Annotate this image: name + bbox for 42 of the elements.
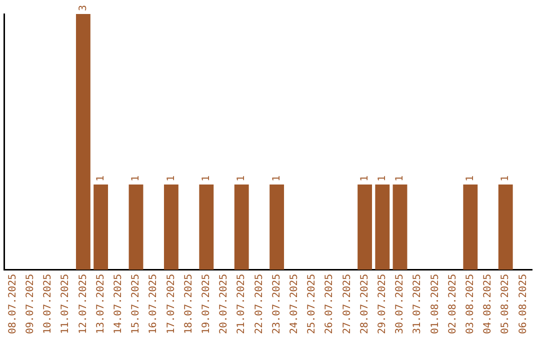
x-tick-label: 16.07.2025 bbox=[148, 274, 160, 334]
x-tick-label: 03.08.2025 bbox=[464, 274, 476, 334]
data-label: 1 bbox=[95, 176, 106, 182]
data-label: 3 bbox=[78, 4, 89, 11]
x-tick-label: 31.07.2025 bbox=[412, 274, 424, 334]
x-tick-label: 23.07.2025 bbox=[271, 274, 282, 334]
x-tick-label: 26.07.2025 bbox=[324, 274, 336, 334]
x-tick-label: 24.07.2025 bbox=[288, 274, 300, 334]
x-tick-label: 09.07.2025 bbox=[24, 274, 36, 334]
x-tick-label: 08.07.2025 bbox=[7, 274, 18, 334]
x-tick-label: 02.08.2025 bbox=[447, 274, 458, 334]
data-label: 1 bbox=[376, 176, 388, 182]
x-tick-label: 22.07.2025 bbox=[254, 274, 265, 334]
data-label: 1 bbox=[166, 176, 177, 182]
x-tick-label: 21.07.2025 bbox=[236, 274, 248, 334]
x-tick-label: 25.07.2025 bbox=[306, 274, 318, 334]
x-tick-label: 17.07.2025 bbox=[166, 274, 177, 334]
x-tick-label: 18.07.2025 bbox=[183, 274, 194, 334]
x-tick-label: 06.08.2025 bbox=[518, 274, 529, 334]
x-tick-label: 19.07.2025 bbox=[200, 274, 212, 334]
x-tick-label: 27.07.2025 bbox=[342, 274, 353, 334]
x-tick-label: 30.07.2025 bbox=[394, 274, 406, 334]
x-tick-label: 29.07.2025 bbox=[376, 274, 388, 334]
data-label: 1 bbox=[464, 176, 476, 182]
data-label: 1 bbox=[200, 176, 212, 182]
x-tick-label: 10.07.2025 bbox=[42, 274, 54, 334]
x-tick-label: 28.07.2025 bbox=[359, 274, 370, 334]
data-label: 1 bbox=[130, 176, 142, 182]
x-tick-label: 05.08.2025 bbox=[500, 274, 512, 334]
x-tick-label: 13.07.2025 bbox=[95, 274, 106, 334]
x-tick-label: 11.07.2025 bbox=[60, 274, 72, 334]
data-label: 1 bbox=[394, 176, 406, 182]
x-tick-label: 04.08.2025 bbox=[482, 274, 494, 334]
x-tick-label: 14.07.2025 bbox=[112, 274, 124, 334]
x-tick-label: 01.08.2025 bbox=[430, 274, 441, 334]
x-tick-label: 20.07.2025 bbox=[218, 274, 230, 334]
data-label: 1 bbox=[271, 176, 282, 182]
x-tick-label: 15.07.2025 bbox=[130, 274, 142, 334]
data-label: 1 bbox=[359, 176, 370, 182]
data-label: 1 bbox=[500, 176, 512, 182]
data-label: 1 bbox=[236, 176, 248, 182]
x-tick-label: 12.07.2025 bbox=[78, 274, 89, 334]
